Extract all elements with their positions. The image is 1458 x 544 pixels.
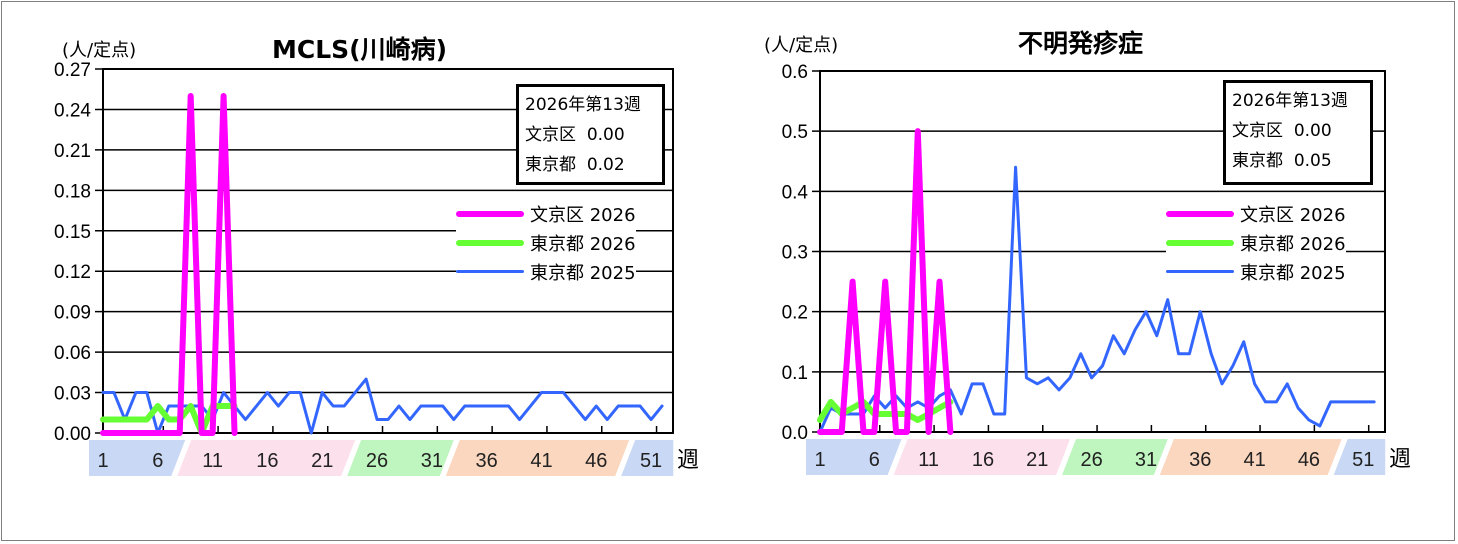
svg-text:36: 36 xyxy=(1189,449,1211,471)
info-row-bunkyo: 文京区 0.00 xyxy=(1232,121,1332,141)
svg-text:16: 16 xyxy=(256,450,278,472)
legend-item-tokyo-2026: 東京都 2026 xyxy=(456,228,636,257)
svg-text:51: 51 xyxy=(1352,449,1374,471)
legend-item-tokyo-2025: 東京都 2025 xyxy=(456,257,636,286)
svg-text:11: 11 xyxy=(918,449,939,471)
svg-text:51: 51 xyxy=(640,450,662,472)
chart-panel-unknown-rash: 不明発疹症 (人/定点) 0.0 0.1 0.2 0.3 0.4 0.5 0.6 1 6 11 16… xyxy=(730,0,1458,544)
info-period: 2026年第13週 xyxy=(525,95,641,115)
svg-text:41: 41 xyxy=(530,450,552,472)
chart-title: 不明発疹症 xyxy=(1018,29,1144,58)
chart-panel-mcls: MCLS(川崎病) (人/定点) 0.00 0.03 0.06 0.09 0.12 0.1… xyxy=(54,35,699,476)
svg-text:0.21: 0.21 xyxy=(54,141,91,162)
chart-legend: 文京区 2026 東京都 2026 東京都 2025 xyxy=(456,199,636,286)
svg-text:0.6: 0.6 xyxy=(782,62,808,83)
info-row-bunkyo: 文京区 0.00 xyxy=(525,125,625,145)
legend-swatch-green xyxy=(1166,239,1234,246)
svg-text:26: 26 xyxy=(366,450,388,472)
svg-text:週: 週 xyxy=(677,447,699,472)
legend-swatch-blue xyxy=(1166,270,1234,273)
svg-text:0.2: 0.2 xyxy=(782,303,808,324)
legend-swatch-green xyxy=(456,239,524,246)
svg-text:1: 1 xyxy=(97,450,108,472)
legend-item-tokyo-2025: 東京都 2025 xyxy=(1166,257,1346,286)
svg-text:0.3: 0.3 xyxy=(782,243,808,264)
svg-text:41: 41 xyxy=(1243,449,1265,471)
svg-text:0.15: 0.15 xyxy=(54,222,91,243)
svg-text:16: 16 xyxy=(972,449,994,471)
chart-title: MCLS(川崎病) xyxy=(272,35,448,64)
svg-text:0.27: 0.27 xyxy=(54,60,91,81)
svg-text:21: 21 xyxy=(1026,449,1048,471)
svg-text:31: 31 xyxy=(1135,449,1157,471)
svg-text:26: 26 xyxy=(1081,449,1103,471)
svg-text:0.03: 0.03 xyxy=(54,384,91,405)
svg-text:0.24: 0.24 xyxy=(54,100,91,121)
svg-text:31: 31 xyxy=(421,450,443,472)
svg-text:11: 11 xyxy=(202,450,223,472)
svg-text:0.09: 0.09 xyxy=(54,303,91,324)
svg-text:6: 6 xyxy=(152,450,163,472)
line-chart: 0.00 0.03 0.06 0.09 0.12 0.15 0.18 0.21 0.24 0.27… xyxy=(54,60,699,476)
svg-text:0.18: 0.18 xyxy=(54,181,91,202)
legend-item-bunkyo-2026: 文京区 2026 xyxy=(456,199,636,228)
svg-text:6: 6 xyxy=(869,449,880,471)
svg-text:0.12: 0.12 xyxy=(54,262,91,283)
svg-text:0.00: 0.00 xyxy=(54,424,91,445)
svg-text:0.5: 0.5 xyxy=(782,122,808,143)
legend-swatch-magenta xyxy=(456,210,524,217)
info-row-tokyo: 東京都 0.02 xyxy=(525,155,625,175)
svg-text:36: 36 xyxy=(476,450,498,472)
chart-legend: 文京区 2026 東京都 2026 東京都 2025 xyxy=(1166,199,1346,286)
svg-text:週: 週 xyxy=(1389,446,1411,471)
svg-text:46: 46 xyxy=(585,450,607,472)
svg-text:0.0: 0.0 xyxy=(782,423,808,444)
y-unit-label: (人/定点) xyxy=(764,35,839,56)
svg-text:0.4: 0.4 xyxy=(782,182,809,203)
legend-swatch-magenta xyxy=(1166,210,1234,217)
latest-week-info-box: 2026年第13週 文京区 0.00 東京都 0.02 xyxy=(516,84,665,185)
latest-week-info-box: 2026年第13週 文京区 0.00 東京都 0.05 xyxy=(1223,80,1373,185)
svg-text:1: 1 xyxy=(814,449,825,471)
legend-swatch-blue xyxy=(456,270,524,273)
y-unit-label: (人/定点) xyxy=(62,40,137,61)
info-period: 2026年第13週 xyxy=(1232,91,1348,111)
legend-item-tokyo-2026: 東京都 2026 xyxy=(1166,228,1346,257)
info-row-tokyo: 東京都 0.05 xyxy=(1232,151,1332,171)
svg-text:21: 21 xyxy=(311,450,333,472)
svg-text:0.1: 0.1 xyxy=(782,363,808,384)
legend-item-bunkyo-2026: 文京区 2026 xyxy=(1166,199,1346,228)
svg-text:0.06: 0.06 xyxy=(54,343,91,364)
svg-text:46: 46 xyxy=(1298,449,1320,471)
